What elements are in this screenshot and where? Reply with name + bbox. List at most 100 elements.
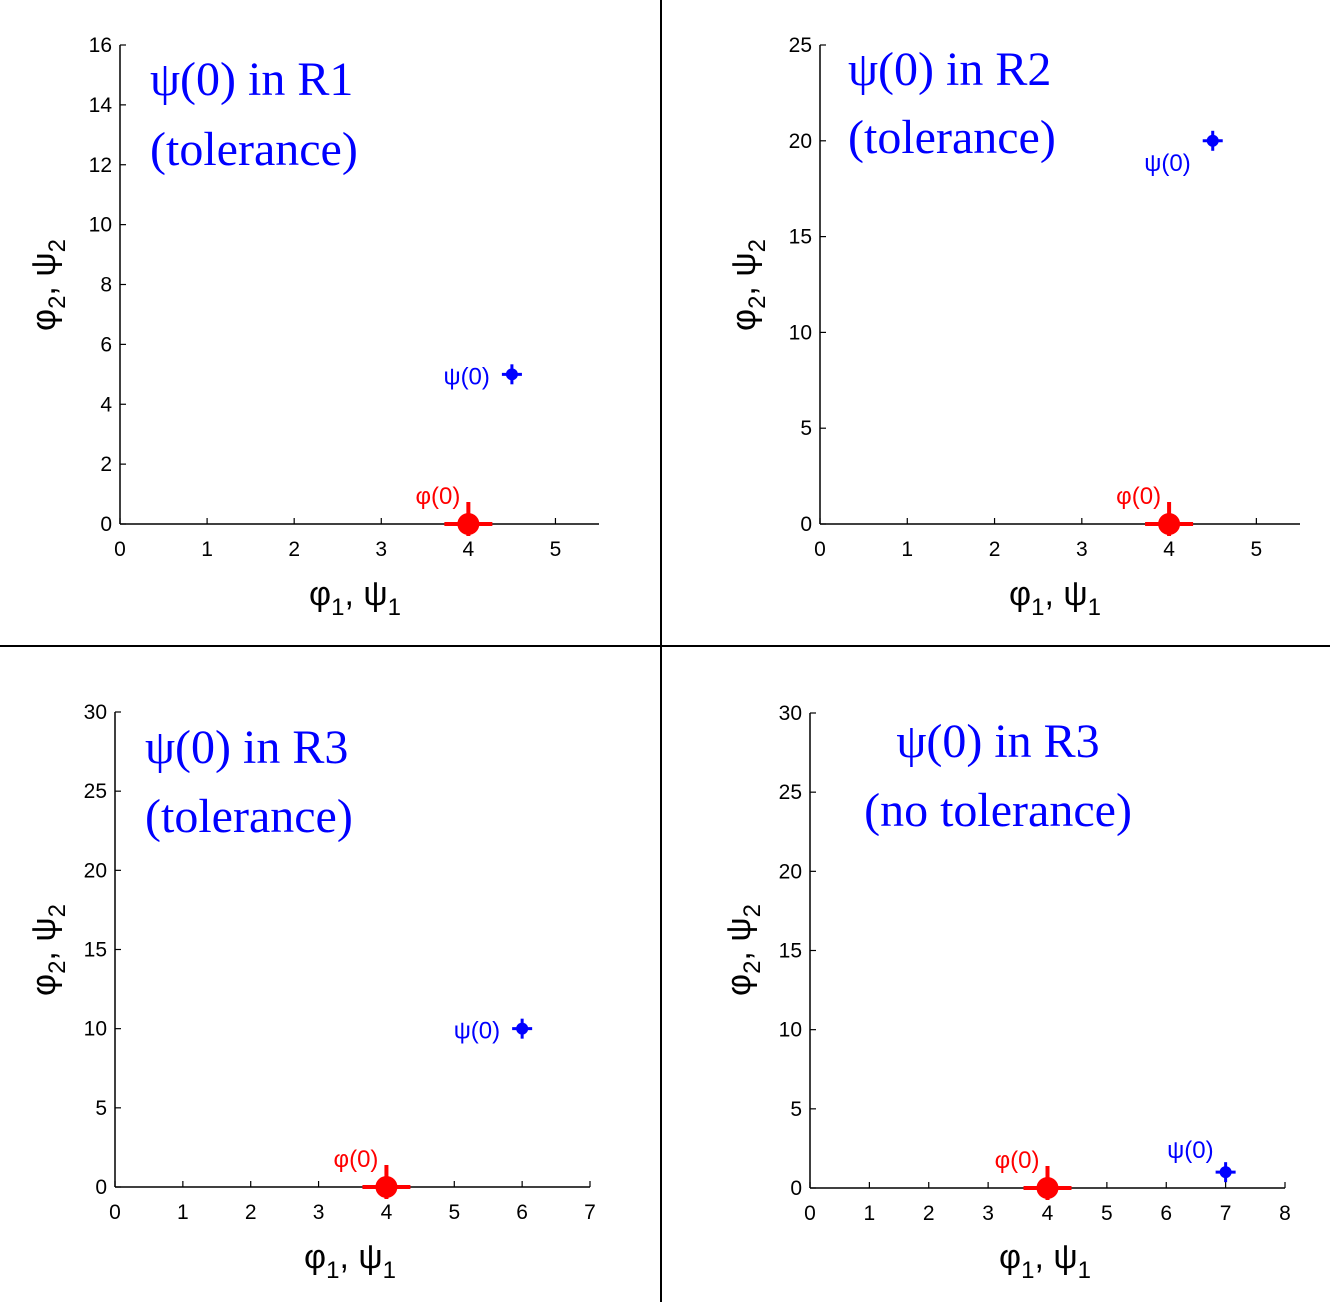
x-tick-label: 4 [1042,1202,1054,1225]
y-tick-label: 10 [789,321,812,344]
x-tick-label: 7 [1220,1202,1232,1225]
panel-title-line-2: (tolerance) [848,111,1056,164]
panel-title-line-1: ψ(0) in R3 [896,715,1099,768]
x-tick-label: 7 [584,1201,596,1224]
y-tick-label: 25 [779,781,802,804]
x-tick-label: 1 [901,538,913,561]
y-axis-label-symbol-2: ψ [725,252,763,276]
y-axis-label-symbol-2: ψ [720,917,758,941]
x-tick-label: 4 [1163,538,1175,561]
y-tick-label: 4 [100,393,112,416]
y-tick-label: 30 [779,702,802,725]
phi0-point [1158,513,1181,535]
y-tick-label: 0 [95,1176,107,1199]
x-tick-label: 3 [982,1202,994,1225]
y-tick-label: 25 [789,34,812,57]
x-axis-label-symbol-1: φ [999,1238,1021,1276]
x-axis-label-symbol-1: φ [304,1238,326,1276]
y-axis-label-separator: , [725,277,763,296]
y-axis-label-separator: , [720,942,758,961]
x-tick-label: 1 [201,538,213,561]
x-tick-label: 0 [109,1201,121,1224]
phi0-label: φ(0) [1116,483,1161,510]
x-tick-label: 2 [288,538,300,561]
phi0-label: φ(0) [415,483,460,510]
y-tick-label: 20 [779,860,802,883]
x-axis-label: φ1, ψ1 [304,1238,396,1284]
x-axis-label: φ1, ψ1 [1009,575,1101,621]
y-tick-label: 15 [789,226,812,249]
psi0-label: ψ(0) [1167,1137,1213,1164]
x-tick-label: 6 [1160,1202,1172,1225]
x-axis-label-symbol-2: ψ [363,575,387,613]
panel-title-line-1: ψ(0) in R1 [150,53,353,106]
x-tick-label: 5 [550,538,562,561]
x-axis-label-symbol-2: ψ [1063,575,1087,613]
x-axis-label-symbol-2: ψ [1053,1238,1077,1276]
y-axis-label-subscript-1: 2 [744,296,771,309]
panel-title-line-1: ψ(0) in R3 [145,721,348,774]
y-axis-label-symbol-1: φ [25,974,63,996]
y-tick-label: 10 [84,1018,107,1041]
y-axis-label: φ2, ψ2 [725,239,771,331]
x-tick-label: 4 [381,1201,393,1224]
x-tick-label: 0 [814,538,826,561]
x-tick-label: 5 [448,1201,460,1224]
phi0-point [375,1176,398,1198]
x-axis-label-symbol-1: φ [1009,575,1031,613]
psi0-point [1206,134,1219,147]
y-axis-label-separator: , [25,942,63,961]
x-axis-label-subscript-2: 1 [1078,1257,1091,1284]
y-tick-label: 5 [790,1098,802,1121]
x-axis-label-subscript-2: 1 [383,1257,396,1284]
y-tick-label: 15 [779,940,802,963]
x-axis-label-subscript-1: 1 [331,594,344,621]
panel-title-line-1: ψ(0) in R2 [848,43,1051,96]
y-axis-label-subscript-1: 2 [739,961,766,974]
x-tick-label: 8 [1279,1202,1291,1225]
x-axis-label-subscript-2: 1 [1088,594,1101,621]
y-tick-label: 8 [100,274,112,297]
psi0-label: ψ(0) [443,363,489,390]
x-tick-label: 6 [516,1201,528,1224]
y-tick-label: 5 [95,1097,107,1120]
y-tick-label: 20 [789,130,812,153]
y-axis-label-subscript-2: 2 [44,904,71,917]
x-tick-label: 1 [864,1202,876,1225]
y-tick-label: 5 [800,417,812,440]
y-axis-label-subscript-2: 2 [739,904,766,917]
x-tick-label: 5 [1251,538,1263,561]
x-axis-label-separator: , [1044,575,1063,613]
phi0-point [1036,1177,1059,1199]
y-tick-label: 30 [84,701,107,724]
y-tick-label: 0 [790,1177,802,1200]
phi0-label: φ(0) [995,1147,1040,1174]
y-axis-label-symbol-2: ψ [25,917,63,941]
x-tick-label: 2 [989,538,1001,561]
y-tick-label: 0 [800,513,812,536]
x-axis-label-subscript-2: 1 [388,594,401,621]
y-axis-label-separator: , [25,277,63,296]
y-tick-label: 0 [100,513,112,536]
psi0-label: ψ(0) [1144,150,1190,177]
x-axis-label-separator: , [344,575,363,613]
panel-title-line-2: (no tolerance) [864,784,1132,837]
y-axis-label-symbol-1: φ [725,309,763,331]
panel-title-line-2: (tolerance) [145,790,353,843]
y-axis-label: φ2, ψ2 [720,904,766,996]
y-axis-label-subscript-1: 2 [44,961,71,974]
x-tick-label: 0 [114,538,126,561]
x-axis-label-separator: , [339,1238,358,1276]
x-axis-label: φ1, ψ1 [999,1238,1091,1284]
x-tick-label: 2 [923,1202,935,1225]
psi0-point [516,1022,529,1035]
panel-title-line-2: (tolerance) [150,123,358,176]
x-tick-label: 0 [804,1202,816,1225]
x-tick-label: 1 [177,1201,189,1224]
y-axis-label-subscript-1: 2 [44,296,71,309]
y-tick-label: 15 [84,939,107,962]
